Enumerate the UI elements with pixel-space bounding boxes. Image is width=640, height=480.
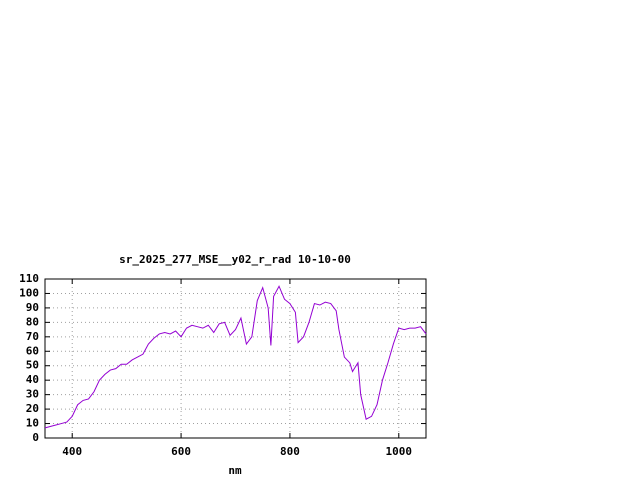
x-tick-label: 1000 (386, 445, 413, 458)
y-tick-label: 60 (26, 344, 39, 357)
y-tick-label: 0 (32, 431, 39, 444)
chart-title: sr_2025_277_MSE__y02_r_rad 10-10-00 (119, 253, 351, 266)
x-tick-label: 400 (62, 445, 82, 458)
y-tick-label: 50 (26, 359, 39, 372)
x-axis-label: nm (228, 464, 242, 477)
y-tick-label: 100 (19, 286, 39, 299)
y-tick-label: 40 (26, 373, 39, 386)
y-tick-label: 30 (26, 388, 39, 401)
y-tick-label: 90 (26, 301, 39, 314)
data-line (44, 285, 427, 429)
y-tick-label: 20 (26, 402, 39, 415)
x-tick-label: 600 (171, 445, 191, 458)
y-tick-label: 110 (19, 272, 39, 285)
x-tick-label: 800 (280, 445, 300, 458)
plot-border (44, 278, 427, 439)
y-tick-label: 70 (26, 330, 39, 343)
y-tick-label: 80 (26, 315, 39, 328)
y-tick-label: 10 (26, 417, 39, 430)
